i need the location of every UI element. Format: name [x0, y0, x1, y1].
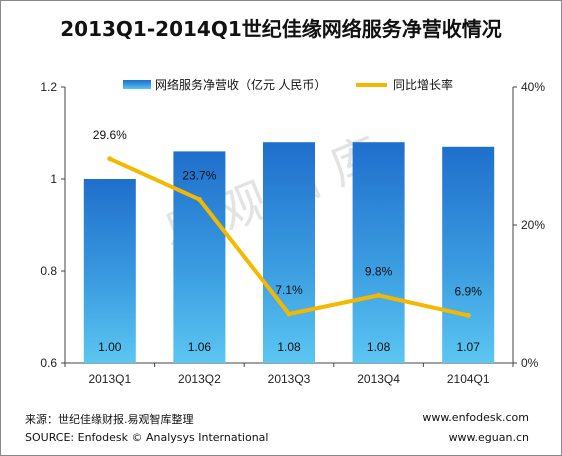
growth-point	[107, 156, 113, 162]
url-eguan[interactable]: www.eguan.cn	[448, 431, 529, 444]
legend-bar-swatch	[123, 80, 151, 89]
legend-bar-label: 网络服务净营收（亿元 人民币）	[155, 77, 326, 92]
x-tick-label: 2013Q4	[357, 372, 400, 386]
x-tick-label: 2013Q1	[88, 372, 131, 386]
right-tick-label: 40%	[521, 80, 545, 94]
url-enfodesk[interactable]: www.enfodesk.com	[422, 411, 529, 424]
source-en: SOURCE: Enfodesk © Analysys Internationa…	[25, 431, 269, 444]
growth-point	[465, 312, 471, 318]
bar	[442, 146, 495, 363]
bar-value-label: 1.08	[277, 340, 301, 354]
growth-label: 23.7%	[182, 168, 216, 182]
growth-point	[376, 292, 382, 298]
growth-label: 9.8%	[365, 264, 393, 278]
legend-line-label: 同比增长率	[393, 77, 453, 92]
bar	[352, 142, 405, 363]
left-tick-label: 1	[50, 172, 57, 186]
combo-chart: 0.6 0.8 1 1.2 0% 20% 40% 2013Q1 2013Q2 2013Q3 2013…	[40, 77, 545, 386]
growth-label: 29.6%	[93, 128, 127, 142]
right-tick-label: 20%	[521, 218, 545, 232]
x-tick-label: 2013Q3	[268, 372, 311, 386]
left-tick-label: 0.8	[40, 264, 57, 278]
left-tick-label: 1.2	[40, 80, 57, 94]
growth-point	[286, 311, 292, 317]
chart-title: 2013Q1-2014Q1世纪佳缘网络服务净营收情况	[60, 17, 502, 41]
bar-value-label: 1.00	[98, 340, 122, 354]
source-cn: 来源：世纪佳缘财报.易观智库整理	[25, 413, 194, 426]
growth-label: 7.1%	[275, 283, 303, 297]
bar-value-label: 1.08	[367, 340, 391, 354]
growth-label: 6.9%	[455, 284, 483, 298]
right-tick-label: 0%	[521, 356, 539, 370]
bar	[83, 179, 136, 363]
bar	[173, 151, 226, 363]
growth-point	[196, 196, 202, 202]
x-tick-label: 2104Q1	[447, 372, 490, 386]
bar-value-label: 1.06	[188, 340, 212, 354]
bar	[263, 142, 315, 363]
bar-value-label: 1.07	[457, 340, 481, 354]
left-tick-label: 0.6	[40, 356, 57, 370]
x-tick-label: 2013Q2	[178, 372, 221, 386]
